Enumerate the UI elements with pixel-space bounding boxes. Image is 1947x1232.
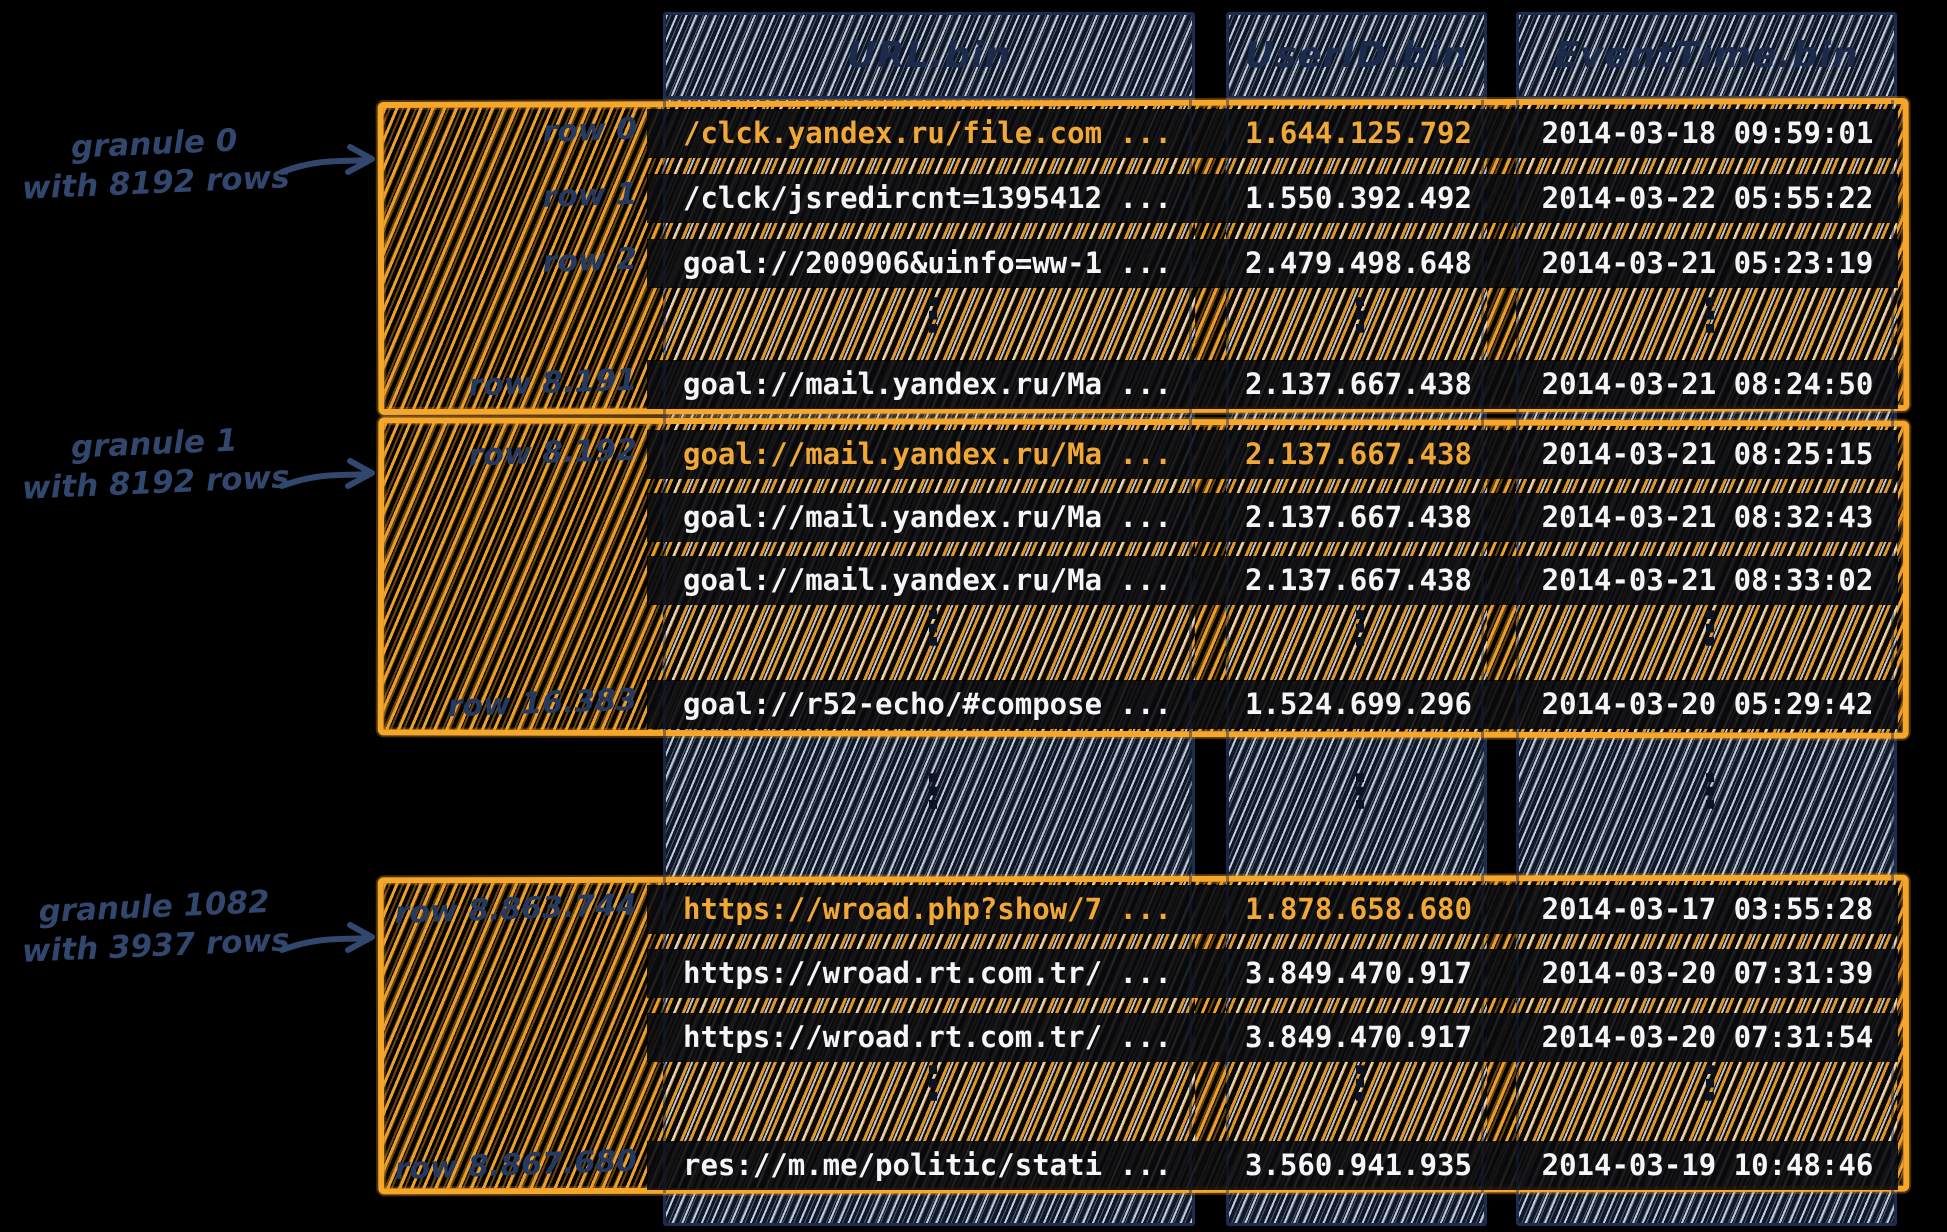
url-cell: res://m.me/politic/stati ... [683,1148,1172,1182]
userid-cell: 3.560.941.935 [1245,1148,1472,1182]
eventtime-cell: 2014-03-20 07:31:39 [1541,956,1874,990]
eventtime-cell: 2014-03-21 08:33:02 [1541,563,1874,597]
userid-cell: 3.849.470.917 [1245,1020,1472,1054]
ellipsis-dots: ⋮ [1337,288,1383,342]
eventtime-cell: 2014-03-21 08:32:43 [1541,500,1874,534]
table-row: goal://mail.yandex.ru/Ma ... 2.137.667.4… [648,361,1897,408]
arrowhead-icon [345,458,375,489]
eventtime-cell: 2014-03-21 08:24:50 [1541,367,1874,401]
arrowhead-icon [345,922,375,953]
url-cell: goal://r52-echo/#compose ... [683,687,1172,721]
ellipsis-dots: ⋮ [910,288,956,342]
ellipsis-dots: ⋮ [1687,601,1733,655]
url-cell: goal://mail.yandex.ru/Ma ... [683,563,1172,597]
column-header-label: URL.bin [846,35,1012,76]
userid-cell: 2.137.667.438 [1245,367,1472,401]
userid-cell: 2.137.667.438 [1245,500,1472,534]
row-label: row 8.863.744 [393,887,638,932]
arrow-icon [279,471,371,489]
table-row: goal://mail.yandex.ru/Ma ... 2.137.667.4… [648,494,1897,541]
table-row: goal://r52-echo/#compose ... 1.524.699.2… [648,681,1897,728]
url-cell: goal://mail.yandex.ru/Ma ... [683,437,1172,471]
band-edge-line [1481,100,1484,1193]
table-row: /clck/jsredircnt=1395412 ... 1.550.392.4… [648,175,1897,222]
url-cell: goal://mail.yandex.ru/Ma ... [683,500,1172,534]
ellipsis-dots: ⋮ [1337,1056,1383,1110]
userid-cell: 3.849.470.917 [1245,956,1472,990]
table-row: https://wroad.php?show/7 ... 1.878.658.6… [648,886,1897,933]
userid-cell: 2.479.498.648 [1245,246,1472,280]
eventtime-cell: 2014-03-20 07:31:54 [1541,1020,1874,1054]
table-row: goal://mail.yandex.ru/Ma ... 2.137.667.4… [648,557,1897,604]
ellipsis-dots: ⋮ [910,601,956,655]
arrow-icon [279,157,371,175]
eventtime-cell: 2014-03-17 03:55:28 [1541,892,1874,926]
row-label: row 8.867.680 [393,1143,638,1188]
band-edge-line [1189,100,1192,1193]
table-row: https://wroad.rt.com.tr/ ... 3.849.470.9… [648,1014,1897,1061]
table-row: /clck.yandex.ru/file.com ... 1.644.125.7… [648,110,1897,157]
userid-cell: 1.524.699.296 [1245,687,1472,721]
userid-cell: 1.878.658.680 [1245,892,1472,926]
eventtime-cell: 2014-03-22 05:55:22 [1541,181,1874,215]
url-cell: https://wroad.php?show/7 ... [683,892,1172,926]
row-label: row 2 [541,241,638,280]
url-cell: goal://200906&uinfo=ww-1 ... [683,246,1172,280]
table-row: goal://200906&uinfo=ww-1 ... 2.479.498.6… [648,240,1897,287]
column-header-label: EventTime.bin [1554,35,1859,76]
arrow-icon [279,935,371,953]
ellipsis-dots: ⋮ [1337,601,1383,655]
band-edge-line [663,100,666,1193]
column-header-label: UserID.bin [1244,35,1469,76]
url-cell: https://wroad.rt.com.tr/ ... [683,1020,1172,1054]
eventtime-cell: 2014-03-19 10:48:46 [1541,1148,1874,1182]
url-cell: /clck.yandex.ru/file.com ... [683,116,1172,150]
band-edge-line [1226,100,1229,1193]
column-header-userid: UserID.bin [1229,15,1484,100]
url-cell: https://wroad.rt.com.tr/ ... [683,956,1172,990]
band-edge-line [1891,100,1894,1193]
column-header-url: URL.bin [666,15,1192,100]
table-row: res://m.me/politic/stati ... 3.560.941.9… [648,1142,1897,1189]
eventtime-cell: 2014-03-21 08:25:15 [1541,437,1874,471]
ellipsis-dots: ⋮ [910,764,956,818]
ellipsis-dots: ⋮ [1687,288,1733,342]
row-label: row 0 [541,111,638,150]
table-row: goal://mail.yandex.ru/Ma ... 2.137.667.4… [648,431,1897,478]
ellipsis-dots: ⋮ [1687,764,1733,818]
band-edge-line [1516,100,1519,1193]
userid-cell: 1.550.392.492 [1245,181,1472,215]
url-cell: /clck/jsredircnt=1395412 ... [683,181,1172,215]
row-label: row 8.192 [467,432,638,474]
eventtime-cell: 2014-03-20 05:29:42 [1541,687,1874,721]
eventtime-cell: 2014-03-18 09:59:01 [1541,116,1874,150]
row-label: row 16.383 [447,682,638,725]
ellipsis-dots: ⋮ [1687,1056,1733,1110]
arrowhead-icon [345,144,375,175]
table-row: https://wroad.rt.com.tr/ ... 3.849.470.9… [648,950,1897,997]
row-label: row 8.191 [467,362,638,404]
userid-cell: 2.137.667.438 [1245,563,1472,597]
url-cell: goal://mail.yandex.ru/Ma ... [683,367,1172,401]
ellipsis-dots: ⋮ [910,1056,956,1110]
ellipsis-dots: ⋮ [1337,764,1383,818]
userid-cell: 1.644.125.792 [1245,116,1472,150]
userid-cell: 2.137.667.438 [1245,437,1472,471]
row-label: row 1 [541,176,638,215]
eventtime-cell: 2014-03-21 05:23:19 [1541,246,1874,280]
